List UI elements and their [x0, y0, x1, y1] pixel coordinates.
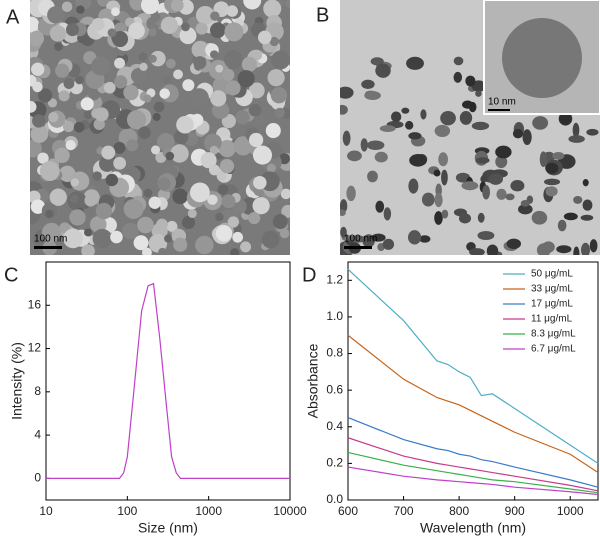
data-line [46, 282, 290, 479]
y-tick-label: 0.6 [326, 382, 343, 396]
y-tick-label: 8 [34, 384, 41, 398]
x-tick-label: 10 [39, 504, 53, 518]
panel-label: C [4, 264, 18, 286]
y-tick-label: 0 [34, 471, 41, 485]
legend-label: 11 μg/mL [531, 314, 573, 325]
legend-label: 6.7 μg/mL [531, 344, 576, 355]
legend-label: 33 μg/mL [531, 284, 573, 295]
scale-bar [34, 246, 62, 249]
x-tick-label: 1000 [195, 504, 222, 518]
panel-label: B [316, 4, 329, 26]
scale-bar-label: 100 nm [344, 234, 377, 245]
x-tick-label: 800 [449, 504, 469, 518]
data-line [347, 268, 599, 464]
y-axis-label: Intensity (%) [9, 342, 25, 420]
scale-bar [344, 246, 372, 249]
sem-texture [30, 0, 290, 255]
x-tick-label: 700 [394, 504, 414, 518]
data-line [347, 417, 599, 488]
tem-texture [340, 56, 599, 255]
x-tick-label: 100 [117, 504, 137, 518]
data-line [347, 466, 599, 496]
scale-bar-label: 10 nm [488, 97, 516, 108]
inset-particle [502, 18, 582, 98]
x-tick-label: 600 [338, 504, 358, 518]
data-line [347, 334, 599, 474]
data-line [347, 451, 599, 494]
scale-bar [488, 109, 510, 111]
y-tick-label: 12 [28, 341, 42, 355]
y-tick-label: 1.0 [326, 309, 343, 323]
panel-label: A [6, 6, 20, 28]
panel-label: D [302, 264, 316, 286]
y-tick-label: 16 [28, 297, 42, 311]
plot-frame [45, 261, 291, 501]
x-axis-label: Wavelength (nm) [420, 520, 526, 536]
data-line [347, 437, 599, 492]
legend-label: 8.3 μg/mL [531, 329, 576, 340]
y-tick-label: 0.8 [326, 346, 343, 360]
y-tick-label: 4 [34, 427, 41, 441]
y-tick-label: 1.2 [326, 272, 343, 286]
y-axis-label: Absorbance [305, 343, 321, 418]
x-axis-label: Size (nm) [138, 520, 198, 536]
legend-label: 50 μg/mL [531, 269, 573, 280]
x-tick-label: 900 [505, 504, 525, 518]
x-tick-label: 10000 [273, 504, 307, 518]
y-tick-label: 0.4 [326, 419, 343, 433]
x-tick-label: 1000 [557, 504, 584, 518]
legend-label: 17 μg/mL [531, 299, 573, 310]
y-tick-label: 0.2 [326, 456, 343, 470]
plot-frame [347, 261, 599, 501]
y-tick-label: 0.0 [326, 492, 343, 506]
scale-bar-label: 100 nm [34, 234, 67, 245]
